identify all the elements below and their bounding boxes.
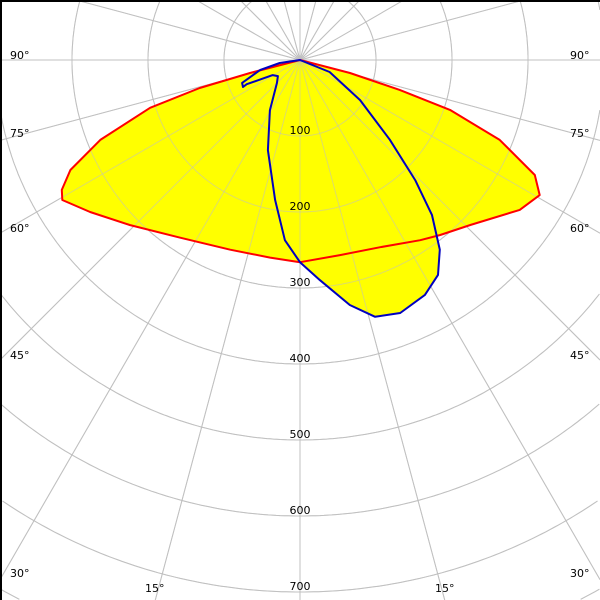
grid-spoke <box>299 59 600 361</box>
grid-ring <box>0 293 300 441</box>
grid-spoke <box>0 59 301 361</box>
grid-spoke <box>299 0 361 61</box>
radial-tick-label: 700 <box>290 580 311 593</box>
grid-ring <box>300 293 600 441</box>
curve-fills <box>61 60 540 317</box>
radial-tick-label: 200 <box>290 200 311 213</box>
angle-label-left: 75° <box>10 127 30 140</box>
radial-tick-label: 500 <box>290 428 311 441</box>
radial-tick-label: 300 <box>290 276 311 289</box>
grid-ring <box>580 588 600 600</box>
grid-ring <box>300 0 529 289</box>
grid-spoke <box>154 59 301 600</box>
grid-ring <box>0 110 300 365</box>
grid-ring <box>300 0 377 137</box>
radial-tick-label: 600 <box>290 504 311 517</box>
grid-spoke <box>75 0 301 61</box>
grid-spoke <box>0 59 301 234</box>
angle-label-left: 45° <box>10 349 30 362</box>
grid-ring <box>0 588 20 600</box>
grid-spoke <box>0 59 301 580</box>
grid-ring <box>300 403 600 517</box>
angle-label-right: 90° <box>570 49 590 62</box>
angle-label-left: 30° <box>10 567 30 580</box>
grid-spoke <box>299 0 405 61</box>
grid-ring <box>300 500 598 593</box>
angle-label-left: 90° <box>10 49 30 62</box>
angle-label-right: 15° <box>435 582 455 595</box>
radial-tick-label: 400 <box>290 352 311 365</box>
angle-label-right: 60° <box>570 222 590 235</box>
grid-ring <box>147 0 300 213</box>
grid-ring <box>0 293 300 441</box>
grid-ring <box>300 500 598 593</box>
grid-ring <box>2 500 300 593</box>
grid-ring <box>300 110 600 365</box>
angle-label-right: 75° <box>570 127 590 140</box>
grid-ring <box>300 403 600 517</box>
grid-ring <box>0 403 300 517</box>
intensity-curve-1 <box>241 59 441 318</box>
grid-spoke <box>264 0 301 61</box>
grid-spoke <box>195 0 301 61</box>
labels: 100 200 300 400 500 600 700 90° 75° 60° … <box>10 49 590 595</box>
grid-ring <box>300 293 600 441</box>
angle-label-right: 45° <box>570 349 590 362</box>
grid-ring <box>71 0 300 289</box>
grid-spoke <box>239 0 301 61</box>
curves <box>60 59 541 318</box>
grid-ring <box>2 500 300 593</box>
angle-label-right: 30° <box>570 567 590 580</box>
grid-spoke <box>299 59 600 580</box>
grid-ring <box>0 403 300 517</box>
grid-spoke <box>283 0 301 61</box>
grid-spoke <box>299 59 446 600</box>
angle-label-left: 15° <box>145 582 165 595</box>
radial-tick-label: 100 <box>290 124 311 137</box>
angle-label-left: 60° <box>10 222 30 235</box>
grid-spoke <box>299 59 600 234</box>
grid-ring <box>300 0 453 213</box>
grid-spoke <box>299 0 525 61</box>
grid-spoke <box>299 0 317 61</box>
grid-spoke <box>299 0 336 61</box>
curve-fill-1 <box>242 60 440 317</box>
